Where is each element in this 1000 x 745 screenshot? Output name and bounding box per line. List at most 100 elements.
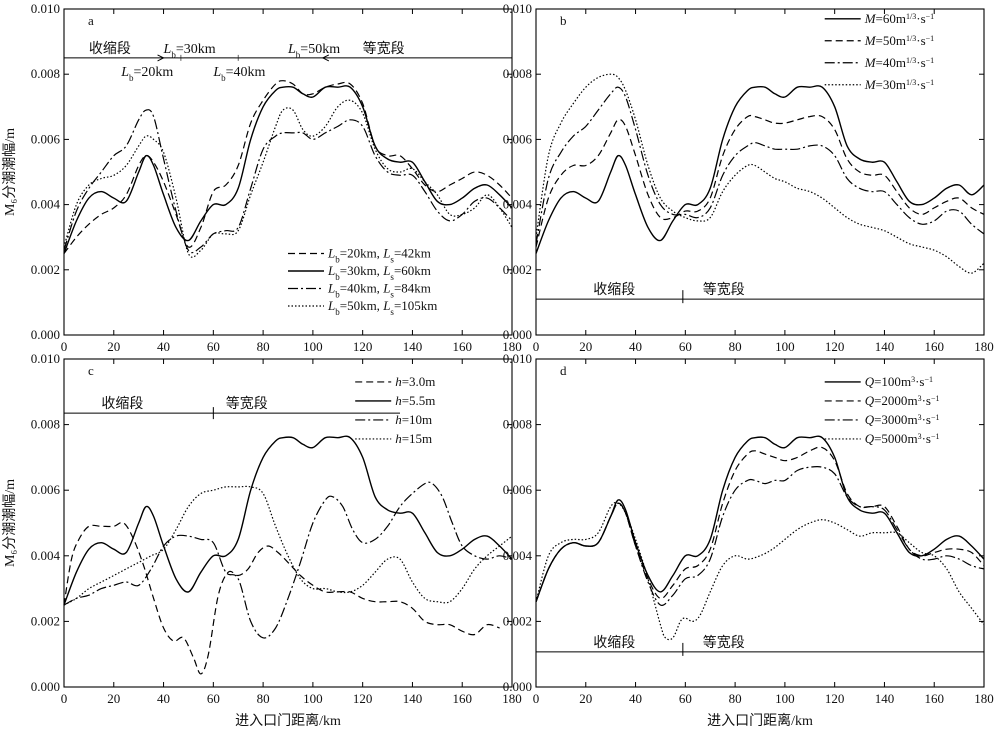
series-line-4 <box>63 485 513 606</box>
panel-a: 0 20 40 60 80 100 120 140 160 180 0.000 0.002 0.004 0… <box>2 1 522 354</box>
legend-entry: Lb=50km, Ls=105km <box>327 298 437 317</box>
y-axis-label: M₆分潮潮幅/m <box>2 128 18 216</box>
x-tick-label: 160 <box>452 339 472 354</box>
y-tick-label: 0.002 <box>503 262 532 277</box>
panel-b: 0 20 40 60 80 100 120 140 160 1800.0000.0020.0040… <box>503 1 994 354</box>
legend-entry: M=50m1/3·s−1 <box>864 33 934 48</box>
x-tick-label: 60 <box>207 339 220 354</box>
section-shrink-label: 收缩段 <box>101 396 143 412</box>
panel-label: b <box>560 13 567 28</box>
x-tick-label: 80 <box>729 339 742 354</box>
y-tick-label: 0.000 <box>503 327 532 342</box>
plot-frame <box>535 358 985 688</box>
lb-value: =20km <box>134 65 174 80</box>
y-tick-label: 0.010 <box>31 1 60 16</box>
series-line-3 <box>535 465 985 606</box>
section-equal-label: 等宽段 <box>363 40 405 57</box>
legend-entry: h=5.5m <box>395 393 435 408</box>
legend-entry: h=10m <box>395 412 432 427</box>
x-tick-label: 120 <box>825 339 845 354</box>
lb-annotation: Lb=40km <box>212 65 265 83</box>
x-tick-label: 140 <box>875 691 895 706</box>
series-line-3 <box>535 86 985 244</box>
x-tick-label: 120 <box>353 691 373 706</box>
series-line-4 <box>535 73 985 274</box>
series-line-3 <box>63 109 513 254</box>
lb-annotation: Lb=20km <box>120 65 173 83</box>
panel-label: a <box>88 13 94 28</box>
series-line-1 <box>535 435 985 602</box>
x-tick-label: 100 <box>303 339 323 354</box>
y-tick-label: 0.000 <box>31 679 60 694</box>
y-tick-label: 0.006 <box>31 482 61 497</box>
y-tick-label: 0.006 <box>31 131 61 146</box>
x-tick-label: 140 <box>875 339 895 354</box>
y-tick-label: 0.002 <box>31 262 60 277</box>
y-axis-label: M₆分潮潮幅/m <box>2 479 18 567</box>
arrow-left-icon <box>321 54 330 62</box>
x-axis-label: 进入口门距离/km <box>707 712 813 729</box>
x-tick-label: 0 <box>61 339 68 354</box>
lb-letter: L <box>212 65 221 80</box>
plot-frame <box>535 8 985 336</box>
y-tick-label: 0.008 <box>503 66 532 81</box>
y-tick-label: 0.004 <box>31 548 61 563</box>
y-tick-label: 0.008 <box>31 66 60 81</box>
plot-frame <box>63 358 513 688</box>
plus-marker: + <box>177 50 184 65</box>
panel-label: d <box>560 363 567 378</box>
y-tick-label: 0.010 <box>31 351 60 366</box>
y-tick-label: 0.010 <box>503 351 532 366</box>
y-tick-label: 0.006 <box>503 482 533 497</box>
y-tick-label: 0.004 <box>503 548 533 563</box>
x-tick-label: 40 <box>157 691 170 706</box>
x-tick-label: 60 <box>207 691 220 706</box>
x-tick-label: 120 <box>825 691 845 706</box>
y-tick-label: 0.010 <box>503 1 532 16</box>
x-tick-label: 60 <box>679 691 692 706</box>
lb-letter: L <box>163 42 172 57</box>
x-tick-label: 180 <box>974 339 994 354</box>
x-tick-label: 0 <box>61 691 68 706</box>
legend-entry: M=40m1/3·s−1 <box>864 55 934 70</box>
x-tick-label: 140 <box>403 691 423 706</box>
lb-value: =30km <box>176 42 216 57</box>
x-tick-label: 40 <box>157 339 170 354</box>
lb-value: =40km <box>226 65 266 80</box>
series-line-1 <box>535 85 985 254</box>
series-line-1 <box>63 80 513 254</box>
series-line-2 <box>535 114 985 248</box>
y-tick-label: 0.000 <box>31 327 60 342</box>
x-tick-label: 40 <box>629 691 642 706</box>
x-tick-label: 180 <box>502 691 522 706</box>
plot-frame <box>63 8 513 336</box>
x-tick-label: 60 <box>679 339 692 354</box>
x-tick-label: 20 <box>579 339 592 354</box>
x-tick-label: 40 <box>629 339 642 354</box>
y-tick-label: 0.004 <box>31 197 61 212</box>
x-tick-label: 180 <box>974 691 994 706</box>
legend-entry: Q=100m3·s−1 <box>865 374 933 389</box>
lb-letter: L <box>120 65 129 80</box>
y-tick-label: 0.008 <box>31 417 60 432</box>
series-line-2 <box>63 435 513 606</box>
section-shrink-label: 收缩段 <box>593 282 635 298</box>
section-equal-label: 等宽段 <box>703 634 745 651</box>
x-tick-label: 160 <box>924 691 944 706</box>
x-axis-label: 进入口门距离/km <box>235 712 341 729</box>
x-tick-label: 20 <box>579 691 592 706</box>
x-tick-label: 80 <box>257 691 270 706</box>
y-tick-label: 0.002 <box>503 613 532 628</box>
x-tick-label: 100 <box>775 339 795 354</box>
x-tick-label: 20 <box>107 691 120 706</box>
lb-letter: L <box>287 42 296 57</box>
lb-subscript: b <box>221 73 226 83</box>
legend-entry: Lb=40km, Ls=84km <box>327 281 431 300</box>
x-tick-label: 140 <box>403 339 423 354</box>
x-tick-label: 80 <box>729 691 742 706</box>
x-tick-label: 180 <box>502 339 522 354</box>
lb-value: =50km <box>300 42 340 57</box>
legend-entry: h=15m <box>395 431 432 446</box>
series-line-1 <box>63 521 500 675</box>
